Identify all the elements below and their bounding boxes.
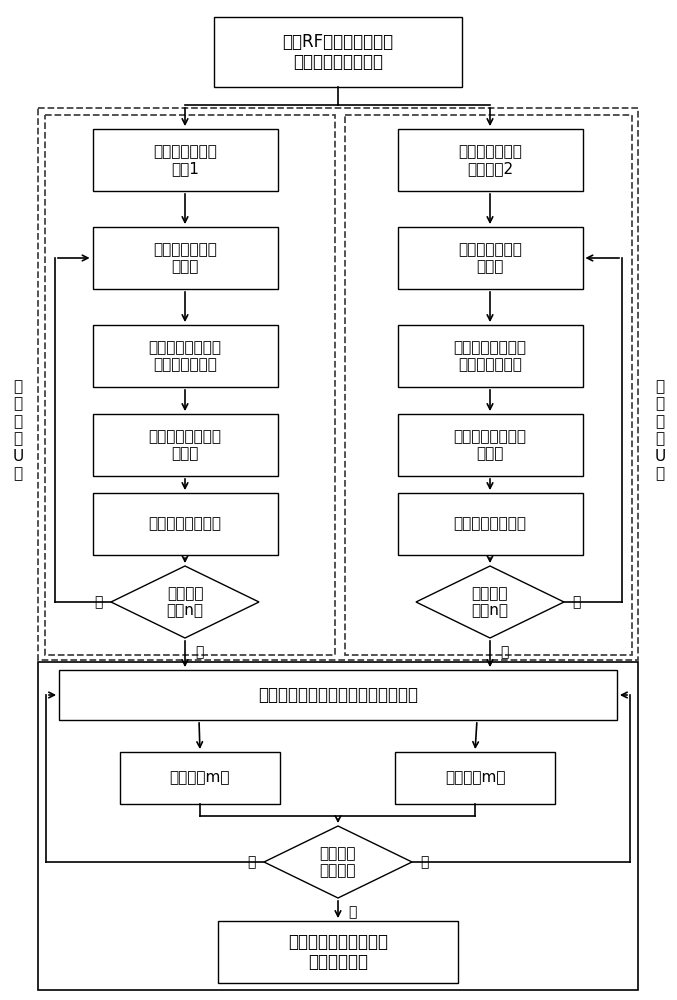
Text: 否: 否 bbox=[95, 595, 103, 609]
Text: 随机方式初始化
种群1: 随机方式初始化 种群1 bbox=[153, 144, 217, 176]
Polygon shape bbox=[416, 566, 564, 638]
Bar bbox=[218, 921, 458, 983]
Polygon shape bbox=[111, 566, 259, 638]
Bar bbox=[397, 493, 582, 555]
Polygon shape bbox=[264, 826, 412, 898]
Text: 计算个体适应度值
（测试集误差）: 计算个体适应度值 （测试集误差） bbox=[148, 340, 221, 372]
Text: 独
立
运
行
U
代: 独 立 运 行 U 代 bbox=[655, 379, 665, 481]
Bar bbox=[93, 493, 278, 555]
Bar bbox=[45, 115, 335, 655]
Text: 计算个体适应度值
（测试集误差）: 计算个体适应度值 （测试集误差） bbox=[454, 340, 527, 372]
Text: 独立运行m代: 独立运行m代 bbox=[445, 770, 505, 786]
Text: 独
立
运
行
U
代: 独 立 运 行 U 代 bbox=[12, 379, 24, 481]
Bar bbox=[397, 129, 582, 191]
Bar bbox=[93, 325, 278, 387]
Bar bbox=[395, 752, 555, 804]
Bar bbox=[214, 17, 462, 87]
Bar bbox=[38, 662, 638, 990]
Bar bbox=[93, 129, 278, 191]
Text: 更新鲸鱼个体位置: 更新鲸鱼个体位置 bbox=[454, 516, 527, 532]
Text: 记录当前最优个体
及位置: 记录当前最优个体 及位置 bbox=[148, 429, 221, 461]
Text: 更新鲸鱼个体位置: 更新鲸鱼个体位置 bbox=[148, 516, 221, 532]
Text: 否: 否 bbox=[248, 855, 256, 869]
Bar bbox=[397, 414, 582, 476]
Text: 采用移民算子进行两种群间个体交换: 采用移民算子进行两种群间个体交换 bbox=[258, 686, 418, 704]
Bar bbox=[93, 414, 278, 476]
Text: 计算输出层权值矩阵、
完成模型建立: 计算输出层权值矩阵、 完成模型建立 bbox=[288, 933, 388, 971]
Bar bbox=[397, 227, 582, 289]
Text: 是: 是 bbox=[500, 645, 508, 659]
Bar bbox=[345, 115, 632, 655]
Bar bbox=[59, 670, 617, 720]
Text: 是: 是 bbox=[195, 645, 203, 659]
Bar bbox=[93, 227, 278, 289]
Bar bbox=[397, 325, 582, 387]
Bar bbox=[120, 752, 280, 804]
Text: 否: 否 bbox=[420, 855, 429, 869]
Bar bbox=[38, 108, 638, 660]
Text: 是否独立
运行n代: 是否独立 运行n代 bbox=[167, 586, 204, 618]
Text: 记录当前最优个体
及位置: 记录当前最优个体 及位置 bbox=[454, 429, 527, 461]
Text: 是否独立
运行n代: 是否独立 运行n代 bbox=[471, 586, 508, 618]
Text: 独立运行m代: 独立运行m代 bbox=[170, 770, 230, 786]
Text: 计算出输出层权
值矩阵: 计算出输出层权 值矩阵 bbox=[458, 242, 522, 274]
Text: 否: 否 bbox=[572, 595, 580, 609]
Text: 计算出输出层权
值矩阵: 计算出输出层权 值矩阵 bbox=[153, 242, 217, 274]
Text: 混沌序列方式初
始化种群2: 混沌序列方式初 始化种群2 bbox=[458, 144, 522, 176]
Text: 是否满足
终止条件: 是否满足 终止条件 bbox=[320, 846, 356, 878]
Text: 是: 是 bbox=[348, 905, 356, 919]
Text: 输入RF变量选择后的样
本并进行数据预处理: 输入RF变量选择后的样 本并进行数据预处理 bbox=[282, 33, 393, 71]
